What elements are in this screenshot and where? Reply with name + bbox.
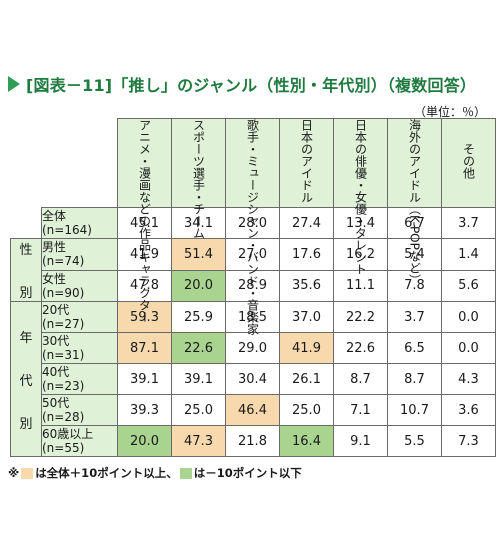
table-row: 30代 (n=31) 87.1 22.6 29.0 41.9 22.6 6.5 0.0 bbox=[11, 332, 496, 364]
value-cell: 27.0 bbox=[225, 238, 280, 271]
corner-blank-2 bbox=[41, 118, 118, 208]
table-body: 全体 (n=164) 45.1 34.1 28.0 27.4 13.4 6.7 3.7 性別男性(… bbox=[10, 207, 496, 457]
legend-lo-swatch bbox=[179, 467, 192, 479]
table-row: 年代別 20代 (n=27) 59.3 25.9 18.5 37.0 22.2 3.7 0.0 bbox=[10, 301, 496, 457]
col-header-music: 歌手・ミュージシャン・バンド・音楽家 bbox=[225, 118, 280, 335]
value-cell: 25.0 bbox=[171, 394, 226, 426]
value-cell: 39.3 bbox=[117, 394, 172, 426]
value-cell: 47.8 bbox=[117, 269, 172, 302]
value-cell: 87.1 bbox=[117, 332, 172, 364]
value-cell: 22.6 bbox=[333, 332, 388, 364]
value-cell: 46.4 bbox=[225, 394, 280, 426]
col-header-actor: 日本の俳優・女優・タレント bbox=[333, 118, 388, 275]
row-label: 全体 (n=164) bbox=[41, 207, 118, 239]
value-cell: 0.0 bbox=[441, 301, 496, 333]
chart-title: [図表－11]「推し」のジャンル（性別・年代別）（複数回答） bbox=[8, 72, 476, 96]
row-label: 20代 (n=27) bbox=[41, 301, 118, 333]
value-cell: 39.1 bbox=[117, 363, 172, 395]
row-label: 男性 (n=74) bbox=[41, 238, 118, 271]
col-header-overseas-idol: 海外のアイドル（K-POPなど） bbox=[387, 118, 442, 286]
table-row: 50代 (n=28) 39.3 25.0 46.4 25.0 7.1 10.7 3.6 bbox=[11, 394, 496, 426]
col-header-other: その他 bbox=[441, 118, 496, 208]
value-cell: 51.4 bbox=[171, 238, 226, 271]
value-cell: 18.5 bbox=[225, 301, 280, 333]
group-blank bbox=[10, 207, 42, 239]
value-cell: 21.8 bbox=[225, 425, 280, 457]
value-cell: 1.4 bbox=[441, 238, 496, 271]
row-label: 30代 (n=31) bbox=[41, 332, 118, 364]
value-cell: 5.5 bbox=[387, 425, 442, 457]
value-cell: 28.0 bbox=[225, 207, 280, 239]
row-label: 40代 (n=23) bbox=[41, 363, 118, 395]
value-cell: 27.4 bbox=[279, 207, 334, 239]
legend: ※ は全体＋10ポイント以上、 は－10ポイント以下 bbox=[8, 465, 302, 481]
value-cell: 8.7 bbox=[333, 363, 388, 395]
unit-label: （単位：％） bbox=[413, 105, 486, 119]
row-label: 50代 (n=28) bbox=[41, 394, 118, 426]
value-cell: 47.3 bbox=[171, 425, 226, 457]
value-cell: 20.0 bbox=[117, 425, 172, 457]
table-row: 性別男性 (n=74) 41.9 51.4 27.0 17.6 16.2 5.4 1.4 bbox=[10, 238, 496, 302]
triangle-bullet-icon bbox=[8, 76, 20, 92]
value-cell: 16.4 bbox=[279, 425, 334, 457]
value-cell: 59.3 bbox=[117, 301, 172, 333]
value-cell: 13.4 bbox=[333, 207, 388, 239]
value-cell: 26.1 bbox=[279, 363, 334, 395]
value-cell: 22.6 bbox=[171, 332, 226, 364]
row-label: 60歳以上 (n=55) bbox=[41, 425, 118, 457]
value-cell: 6.5 bbox=[387, 332, 442, 364]
value-cell: 3.7 bbox=[387, 301, 442, 333]
value-cell: 30.4 bbox=[225, 363, 280, 395]
value-cell: 35.6 bbox=[279, 269, 334, 302]
value-cell: 29.0 bbox=[225, 332, 280, 364]
value-cell: 10.7 bbox=[387, 394, 442, 426]
table-row: 60歳以上 (n=55) 20.0 47.3 21.8 16.4 9.1 5.5 7.3 bbox=[11, 425, 496, 457]
value-cell: 5.6 bbox=[441, 269, 496, 302]
value-cell: 41.9 bbox=[117, 238, 172, 271]
table-row: 40代 (n=23) 39.1 39.1 30.4 26.1 8.7 8.7 4.3 bbox=[11, 363, 496, 395]
legend-hi-swatch bbox=[21, 467, 34, 479]
corner-blank bbox=[10, 118, 42, 208]
table-row: 全体 (n=164) 45.1 34.1 28.0 27.4 13.4 6.7 3.7 bbox=[10, 207, 496, 239]
legend-prefix: ※ bbox=[8, 466, 20, 480]
value-cell: 8.7 bbox=[387, 363, 442, 395]
value-cell: 7.1 bbox=[333, 394, 388, 426]
value-cell: 45.1 bbox=[117, 207, 172, 239]
value-cell: 4.3 bbox=[441, 363, 496, 395]
value-cell: 7.3 bbox=[441, 425, 496, 457]
row-label: 女性 (n=90) bbox=[41, 269, 118, 302]
table-row: 女性 (n=90) 47.8 20.0 28.9 35.6 11.1 7.8 5.6 bbox=[11, 269, 496, 302]
legend-lo-text: は－10ポイント以下 bbox=[193, 466, 302, 480]
value-cell: 37.0 bbox=[279, 301, 334, 333]
value-cell: 39.1 bbox=[171, 363, 226, 395]
col-header-jp-idol: 日本のアイドル bbox=[279, 118, 334, 208]
value-cell: 3.7 bbox=[441, 207, 496, 239]
value-cell: 28.9 bbox=[225, 269, 280, 302]
data-table: アニメ・漫画などの作品キャラクター スポーツ選手・チーム 歌手・ミュージシャン・… bbox=[10, 118, 496, 457]
value-cell: 3.6 bbox=[441, 394, 496, 426]
col-header-anime: アニメ・漫画などの作品キャラクター bbox=[117, 118, 172, 323]
value-cell: 20.0 bbox=[171, 269, 226, 302]
value-cell: 25.9 bbox=[171, 301, 226, 333]
value-cell: 25.0 bbox=[279, 394, 334, 426]
value-cell: 41.9 bbox=[279, 332, 334, 364]
value-cell: 17.6 bbox=[279, 238, 334, 271]
chart-title-text: [図表－11]「推し」のジャンル（性別・年代別）（複数回答） bbox=[26, 76, 477, 95]
value-cell: 0.0 bbox=[441, 332, 496, 364]
value-cell: 9.1 bbox=[333, 425, 388, 457]
group-label: 年代別 bbox=[10, 301, 42, 457]
value-cell: 22.2 bbox=[333, 301, 388, 333]
legend-hi-text: は全体＋10ポイント以上、 bbox=[35, 466, 178, 480]
column-header-row: アニメ・漫画などの作品キャラクター スポーツ選手・チーム 歌手・ミュージシャン・… bbox=[10, 118, 496, 335]
col-header-sports: スポーツ選手・チーム bbox=[171, 118, 226, 239]
group-label: 性別 bbox=[10, 238, 42, 302]
